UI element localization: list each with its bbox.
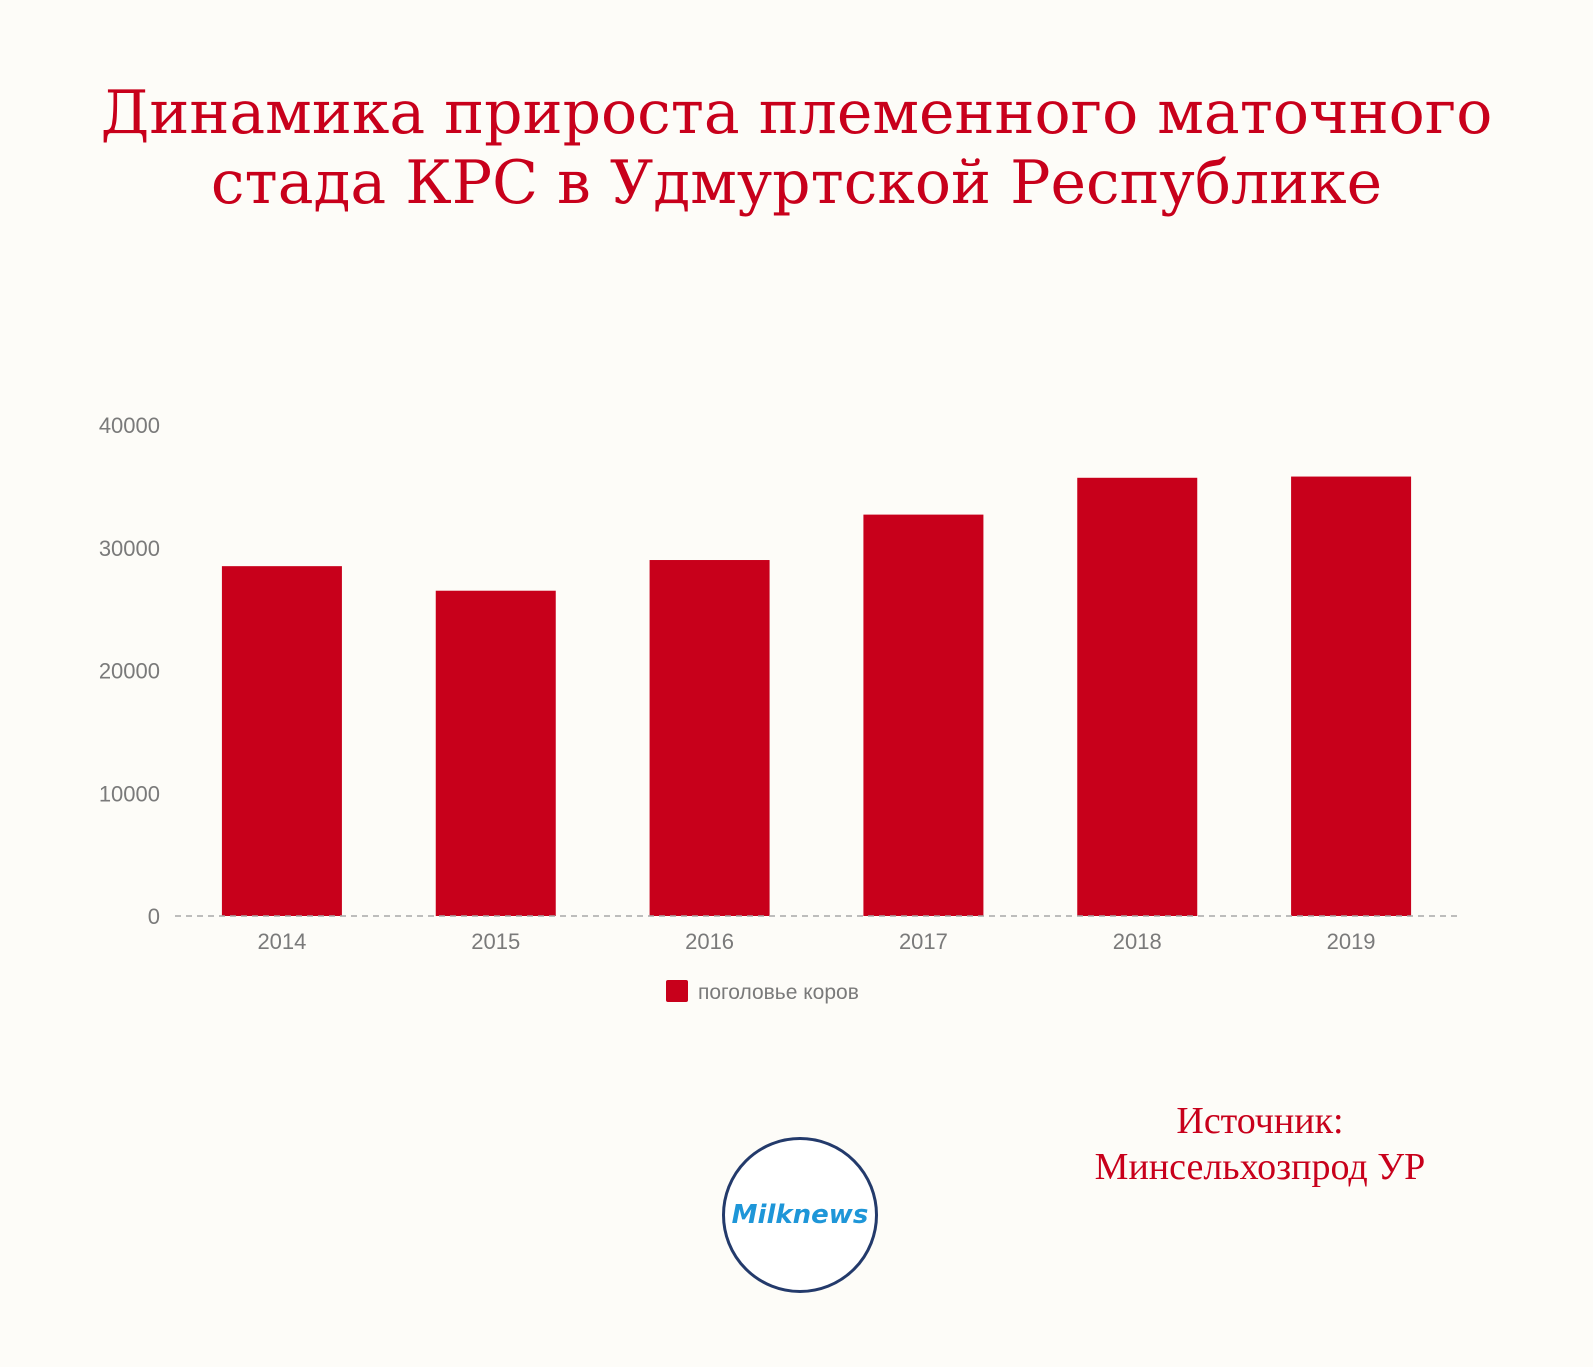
x-tick-label: 2017 bbox=[899, 929, 948, 954]
bar-2017 bbox=[863, 514, 984, 916]
title-line-2: стада КРС в Удмуртской Республике bbox=[210, 148, 1383, 218]
bar-2015 bbox=[435, 590, 556, 916]
bar-2019 bbox=[1291, 476, 1412, 916]
legend-swatch bbox=[666, 980, 688, 1002]
bar-chart: 0 10000 20000 30000 40000 2014 2015 2016 2017 201… bbox=[99, 413, 1458, 1004]
logo-text: Milknews bbox=[731, 1200, 869, 1230]
y-tick-label: 10000 bbox=[99, 781, 160, 806]
chart-title: Динамика прироста племенного маточного с… bbox=[0, 78, 1593, 218]
x-tick-label: 2014 bbox=[257, 929, 306, 954]
legend-label: поголовье коров bbox=[698, 981, 859, 1004]
x-tick-label: 2018 bbox=[1113, 929, 1162, 954]
source-label: Источник: bbox=[1176, 1100, 1344, 1142]
y-tick-label: 30000 bbox=[99, 536, 160, 561]
y-tick-label: 0 bbox=[148, 904, 160, 929]
x-tick-label: 2016 bbox=[685, 929, 734, 954]
title-line-1: Динамика прироста племенного маточного bbox=[100, 78, 1493, 148]
y-tick-label: 20000 bbox=[99, 659, 160, 684]
source-name: Минсельхозпрод УР bbox=[1094, 1146, 1426, 1188]
bar-2018 bbox=[1077, 477, 1198, 916]
x-tick-label: 2019 bbox=[1327, 929, 1376, 954]
milknews-logo: Milknews bbox=[722, 1137, 878, 1293]
bar-2016 bbox=[649, 560, 770, 916]
x-tick-label: 2015 bbox=[471, 929, 520, 954]
source-note: Источник: Минсельхозпрод УР bbox=[1050, 1098, 1470, 1190]
y-tick-label: 40000 bbox=[99, 413, 160, 438]
bar-2014 bbox=[221, 566, 342, 916]
